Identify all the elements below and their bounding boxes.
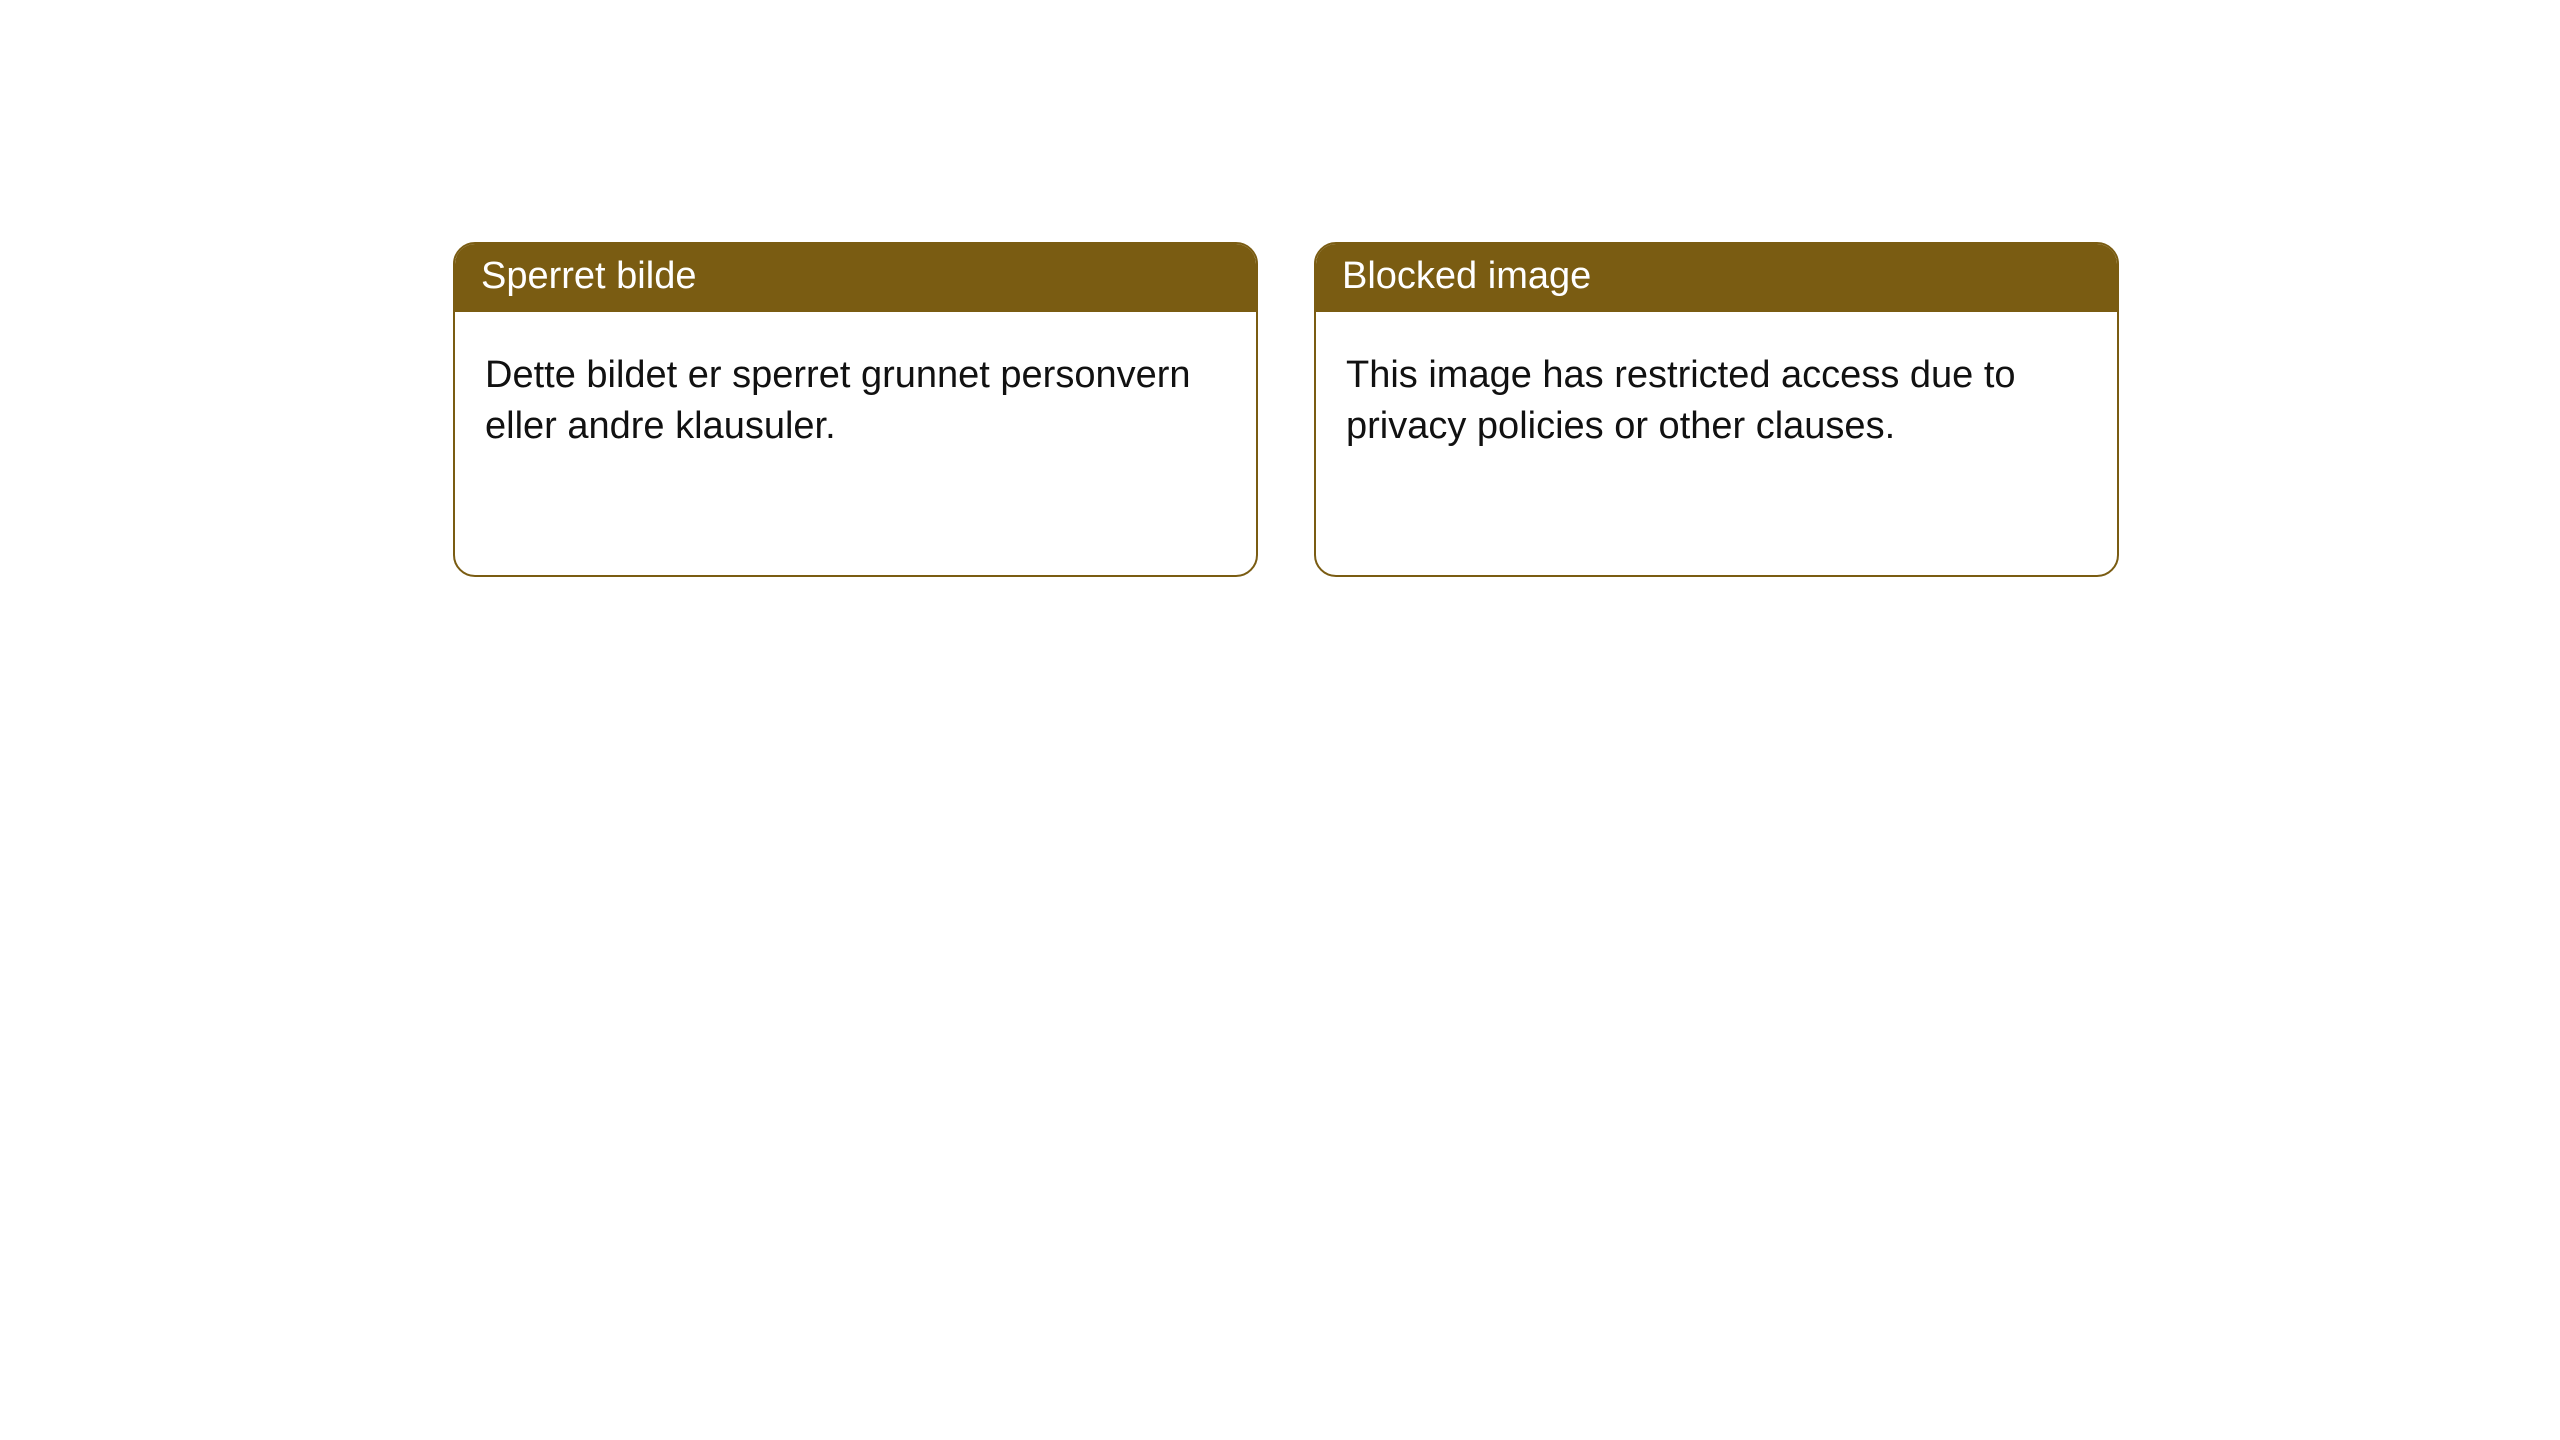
notice-title-english: Blocked image xyxy=(1316,244,2117,312)
notice-card-norwegian: Sperret bilde Dette bildet er sperret gr… xyxy=(453,242,1258,577)
notice-title-norwegian: Sperret bilde xyxy=(455,244,1256,312)
notice-body-english: This image has restricted access due to … xyxy=(1316,312,2117,483)
notice-container: Sperret bilde Dette bildet er sperret gr… xyxy=(0,0,2560,577)
notice-card-english: Blocked image This image has restricted … xyxy=(1314,242,2119,577)
notice-body-norwegian: Dette bildet er sperret grunnet personve… xyxy=(455,312,1256,483)
